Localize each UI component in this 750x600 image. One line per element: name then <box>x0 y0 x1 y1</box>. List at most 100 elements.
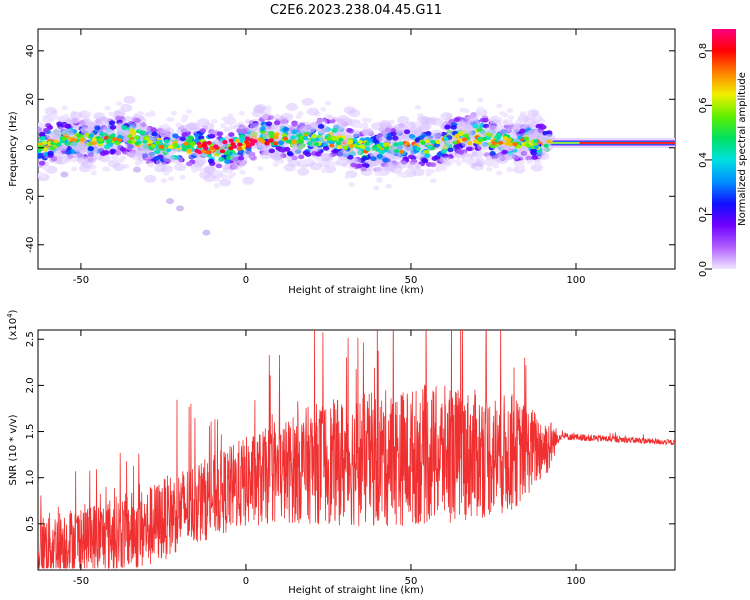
spectrogram-cell <box>295 121 308 130</box>
spectrogram-peak <box>115 141 121 146</box>
spectrogram-peak <box>252 139 258 144</box>
spectrogram-cell <box>519 128 526 134</box>
spectrogram-cell <box>477 142 490 151</box>
snr-x-tick-label: -50 <box>73 576 89 587</box>
spectrogram-peak <box>99 132 105 137</box>
spectrogram-peak <box>357 139 364 144</box>
spectrogram-cell <box>255 143 268 152</box>
spectrogram-peak <box>205 150 211 155</box>
spectrogram-cell <box>38 127 43 133</box>
spectrogram-cell <box>362 129 370 135</box>
spectrogram-cell <box>348 109 361 118</box>
spectrogram-outlier <box>202 229 211 236</box>
spectrogram-peak <box>133 135 140 140</box>
spectrogram-peak <box>291 139 297 144</box>
spectrogram-peak <box>42 140 48 145</box>
spectrogram-peak <box>375 147 381 152</box>
spectrogram-cell <box>124 142 137 151</box>
spectrogram-peak <box>338 137 344 142</box>
spectrogram-cell <box>197 166 204 172</box>
spectrogram-cell <box>508 151 521 160</box>
spectrogram-cell <box>107 159 120 168</box>
spectrogram-outlier <box>60 171 69 178</box>
spectrogram-peak <box>147 139 153 144</box>
spectrogram-cell <box>373 185 380 191</box>
spectrogram-cell <box>103 144 111 150</box>
spectrogram-cell <box>163 154 176 163</box>
spectrogram-cell <box>100 151 107 157</box>
spectrogram-peak <box>201 143 207 148</box>
spectrogram-cell <box>375 166 383 172</box>
spectrogram-y-axis-label: Frequency (Hz) <box>8 111 19 187</box>
colorbar-tick-label: 0.2 <box>698 207 709 223</box>
spectrogram-peak <box>335 141 342 146</box>
spectrogram-peak <box>186 148 192 153</box>
spectrogram-peak <box>383 146 390 151</box>
spectrogram-cell <box>461 116 474 125</box>
spectrogram-cell <box>229 118 236 124</box>
spectrogram-cell <box>440 148 448 154</box>
spectrogram-peak <box>108 135 114 140</box>
spectrogram-cell <box>225 169 233 174</box>
spectrogram-peak <box>244 136 251 141</box>
spectrogram-cell <box>108 111 115 117</box>
spectrogram-peak <box>234 138 241 143</box>
spectrogram-peak <box>314 137 320 142</box>
spectrogram-cell <box>382 157 389 163</box>
spectrogram-cell <box>210 118 218 124</box>
spectrogram-peak <box>543 143 549 148</box>
spectrogram-cell <box>384 127 392 133</box>
spectrogram-cell <box>485 166 493 172</box>
spectrogram-cell <box>163 170 170 176</box>
spectrogram-cell <box>71 166 78 172</box>
spectrogram-cell <box>228 132 235 137</box>
spectrogram-cell <box>112 155 119 161</box>
spectrogram-cell <box>489 160 497 165</box>
spectrogram-cell <box>159 130 172 139</box>
snr-y-tick-label: 2.5 <box>25 331 36 347</box>
spectrogram-cell <box>461 158 468 163</box>
spectrogram-cell <box>297 167 310 176</box>
spectrogram-cell <box>219 178 232 187</box>
spectrogram-peak <box>61 136 68 141</box>
spectrogram-cell <box>389 128 397 133</box>
spectrogram-cell <box>329 118 336 124</box>
spectrogram-x-tick-label: 0 <box>243 275 249 286</box>
spectrogram-outlier <box>133 166 142 173</box>
spectrogram-cell <box>455 153 462 159</box>
spectrogram-cell <box>526 159 533 165</box>
spectrogram-cell <box>332 148 339 154</box>
spectrogram-peak <box>290 135 296 140</box>
spectrogram-cell <box>185 109 193 115</box>
spectrogram-cell <box>167 176 175 182</box>
spectrogram-peak <box>326 136 332 141</box>
spectrogram-peak <box>415 146 421 151</box>
spectrogram-cell <box>437 140 450 149</box>
spectrogram-peak <box>219 149 226 154</box>
spectrogram-cell <box>179 136 186 142</box>
spectrogram-cell <box>331 128 338 133</box>
snr-multiplier-base: (x10 <box>8 318 19 341</box>
spectrogram-cell <box>408 134 416 139</box>
spectrogram-peak <box>268 138 275 143</box>
spectrogram-peak <box>273 135 279 140</box>
spectrogram-cell <box>457 149 465 155</box>
spectrogram-cell <box>489 119 502 128</box>
spectrogram-peak <box>181 147 187 152</box>
spectrogram-y-tick-label: 0 <box>25 145 36 151</box>
spectrogram-peak <box>236 146 243 151</box>
spectrogram-tail-core <box>579 141 675 144</box>
colorbar-tick-label: 0.6 <box>698 97 709 113</box>
spectrogram-peak <box>365 146 371 151</box>
spectrogram-cell <box>348 182 355 187</box>
spectrogram-cell <box>465 146 473 152</box>
spectrogram-peak <box>430 139 436 144</box>
spectrogram-cell <box>229 171 237 177</box>
spectrogram-outlier <box>166 198 175 205</box>
spectrogram-cell <box>392 135 399 141</box>
spectrogram-cell <box>143 151 156 160</box>
spectrogram-cell <box>306 107 319 116</box>
spectrogram-cell <box>162 123 170 129</box>
spectrogram-cell <box>350 162 357 168</box>
spectrogram-cell <box>453 117 460 123</box>
